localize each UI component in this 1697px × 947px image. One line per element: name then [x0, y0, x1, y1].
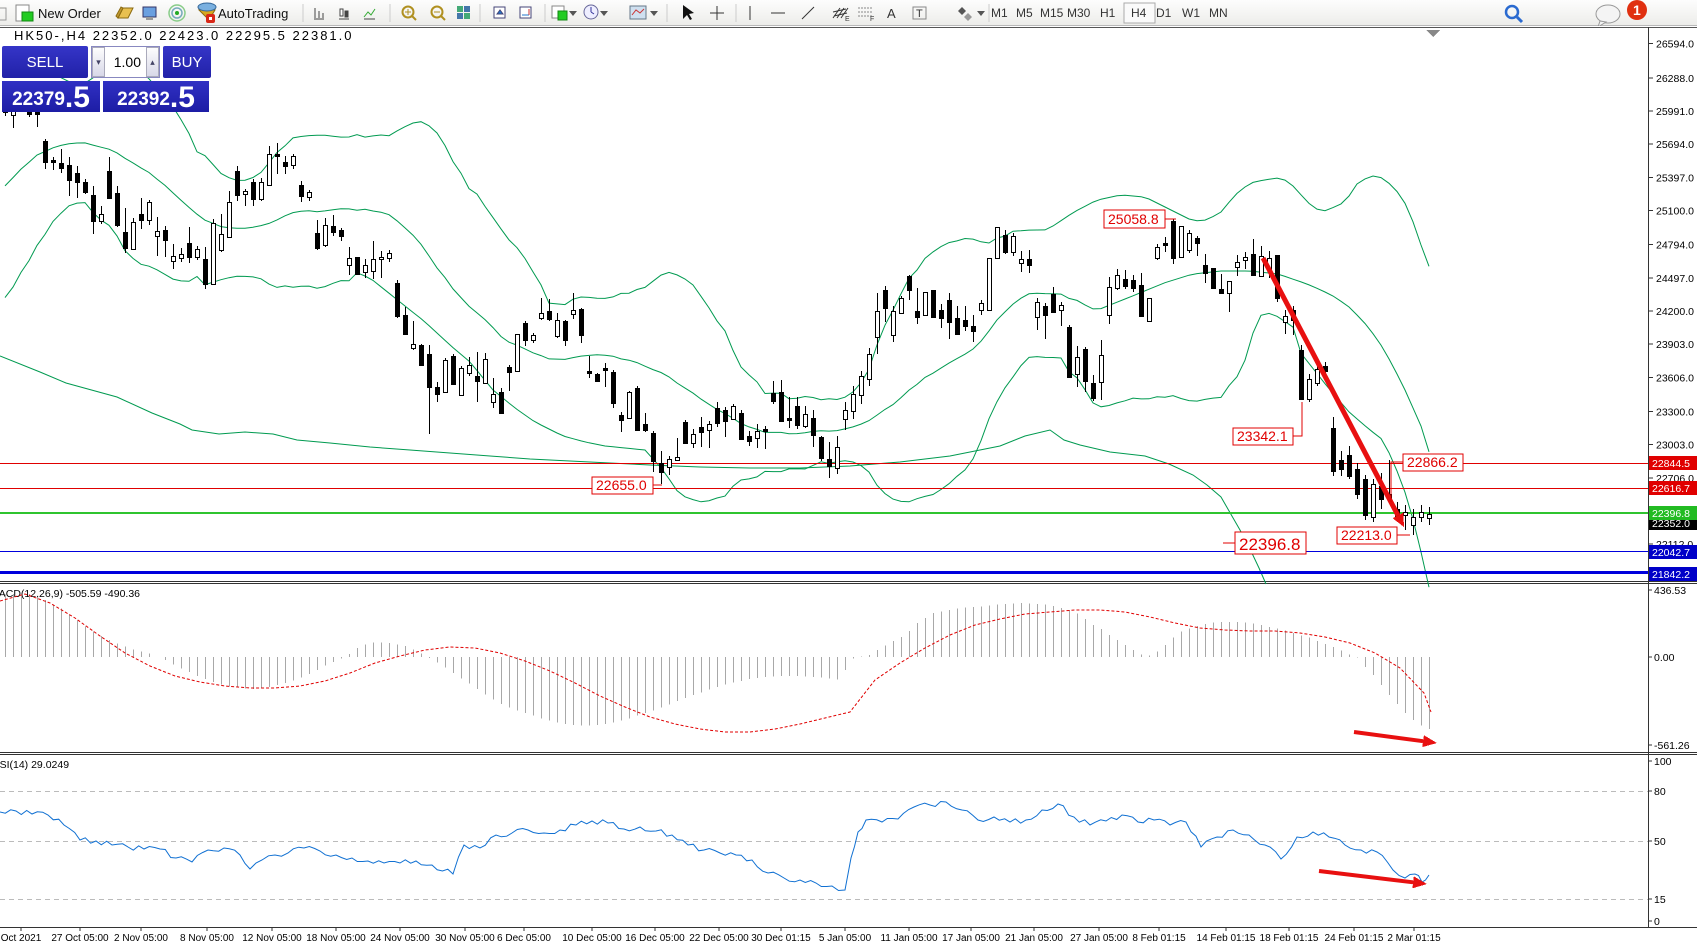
svg-text:22213.0: 22213.0: [1341, 527, 1392, 543]
svg-text:15: 15: [1654, 894, 1666, 906]
svg-text:25100.0: 25100.0: [1656, 206, 1694, 218]
svg-text:80: 80: [1654, 786, 1666, 798]
svg-text:8 Nov 05:00: 8 Nov 05:00: [180, 933, 234, 944]
svg-text:436.53: 436.53: [1654, 585, 1686, 597]
svg-text:50: 50: [1654, 836, 1666, 848]
svg-text:25694.0: 25694.0: [1656, 139, 1694, 151]
svg-text:22396.8: 22396.8: [1652, 508, 1690, 520]
svg-text:25058.8: 25058.8: [1108, 211, 1159, 227]
svg-text:11 Jan 05:00: 11 Jan 05:00: [880, 933, 938, 944]
svg-text:M15: M15: [1040, 6, 1064, 20]
svg-text:24200.0: 24200.0: [1656, 306, 1694, 318]
svg-text:D1: D1: [1156, 6, 1172, 20]
svg-text:22396.8: 22396.8: [1239, 535, 1300, 554]
svg-text:22866.2: 22866.2: [1407, 454, 1458, 470]
svg-text:0: 0: [1654, 916, 1660, 928]
svg-text:26288.0: 26288.0: [1656, 73, 1694, 85]
svg-text:24794.0: 24794.0: [1656, 240, 1694, 252]
svg-text:H4: H4: [1131, 6, 1147, 20]
svg-text:26594.0: 26594.0: [1656, 39, 1694, 51]
svg-text:22 Dec 05:00: 22 Dec 05:00: [689, 933, 749, 944]
svg-text:E: E: [845, 16, 850, 23]
svg-text:30 Dec 01:15: 30 Dec 01:15: [751, 933, 811, 944]
svg-text:23300.0: 23300.0: [1656, 406, 1694, 418]
svg-text:30 Nov 05:00: 30 Nov 05:00: [435, 933, 495, 944]
svg-text:22655.0: 22655.0: [596, 477, 647, 493]
svg-text:F: F: [870, 16, 874, 23]
svg-text:MN: MN: [1209, 6, 1228, 20]
svg-text:M30: M30: [1067, 6, 1091, 20]
svg-text:27 Oct 05:00: 27 Oct 05:00: [51, 933, 109, 944]
svg-text:HK50-,H4 22352.0 22423.0 2229: HK50-,H4 22352.0 22423.0 22295.5 22381.0: [14, 28, 354, 43]
svg-text:21 Jan 05:00: 21 Jan 05:00: [1005, 933, 1063, 944]
svg-text:23606.0: 23606.0: [1656, 372, 1694, 384]
svg-text:12 Nov 05:00: 12 Nov 05:00: [242, 933, 302, 944]
svg-text:22844.5: 22844.5: [1652, 458, 1690, 470]
svg-text:25991.0: 25991.0: [1656, 106, 1694, 118]
svg-text:23342.1: 23342.1: [1237, 428, 1288, 444]
svg-text:T: T: [916, 8, 923, 20]
svg-text:22042.7: 22042.7: [1652, 547, 1690, 559]
svg-text:24497.0: 24497.0: [1656, 273, 1694, 285]
svg-text:1: 1: [1633, 2, 1641, 18]
svg-text:MACD(12,26,9) -505.59 -490.36: MACD(12,26,9) -505.59 -490.36: [0, 588, 140, 600]
svg-text:-561.26: -561.26: [1654, 740, 1690, 752]
svg-text:17 Jan 05:00: 17 Jan 05:00: [942, 933, 1000, 944]
svg-text:M1: M1: [991, 6, 1008, 20]
svg-text:AutoTrading: AutoTrading: [218, 6, 288, 21]
svg-text:23003.0: 23003.0: [1656, 440, 1694, 452]
svg-text:24 Nov 05:00: 24 Nov 05:00: [370, 933, 430, 944]
svg-text:6 Dec 05:00: 6 Dec 05:00: [497, 933, 551, 944]
svg-text:24 Feb 01:15: 24 Feb 01:15: [1325, 933, 1384, 944]
svg-text:RSI(14) 29.0249: RSI(14) 29.0249: [0, 759, 69, 771]
svg-text:10 Dec 05:00: 10 Dec 05:00: [562, 933, 622, 944]
svg-text:21842.2: 21842.2: [1652, 569, 1690, 581]
svg-text:2 Nov 05:00: 2 Nov 05:00: [114, 933, 168, 944]
svg-text:2 Mar 01:15: 2 Mar 01:15: [1387, 933, 1441, 944]
svg-text:New Order: New Order: [38, 6, 102, 21]
svg-text:M5: M5: [1016, 6, 1033, 20]
svg-text:16 Dec 05:00: 16 Dec 05:00: [625, 933, 685, 944]
svg-text:H1: H1: [1100, 6, 1116, 20]
svg-text:22616.7: 22616.7: [1652, 483, 1690, 495]
svg-text:14 Feb 01:15: 14 Feb 01:15: [1197, 933, 1256, 944]
svg-text:W1: W1: [1182, 6, 1200, 20]
svg-text:22352.0: 22352.0: [1652, 518, 1690, 530]
svg-text:5 Jan 05:00: 5 Jan 05:00: [819, 933, 872, 944]
svg-text:18 Feb 01:15: 18 Feb 01:15: [1260, 933, 1319, 944]
svg-text:8 Feb 01:15: 8 Feb 01:15: [1132, 933, 1186, 944]
svg-text:27 Jan 05:00: 27 Jan 05:00: [1070, 933, 1128, 944]
svg-text:100: 100: [1654, 756, 1672, 768]
svg-text:18 Nov 05:00: 18 Nov 05:00: [306, 933, 366, 944]
svg-text:23903.0: 23903.0: [1656, 339, 1694, 351]
svg-text:Oct 2021: Oct 2021: [1, 933, 42, 944]
svg-text:0.00: 0.00: [1654, 652, 1675, 664]
svg-text:A: A: [887, 6, 896, 21]
svg-text:25397.0: 25397.0: [1656, 172, 1694, 184]
